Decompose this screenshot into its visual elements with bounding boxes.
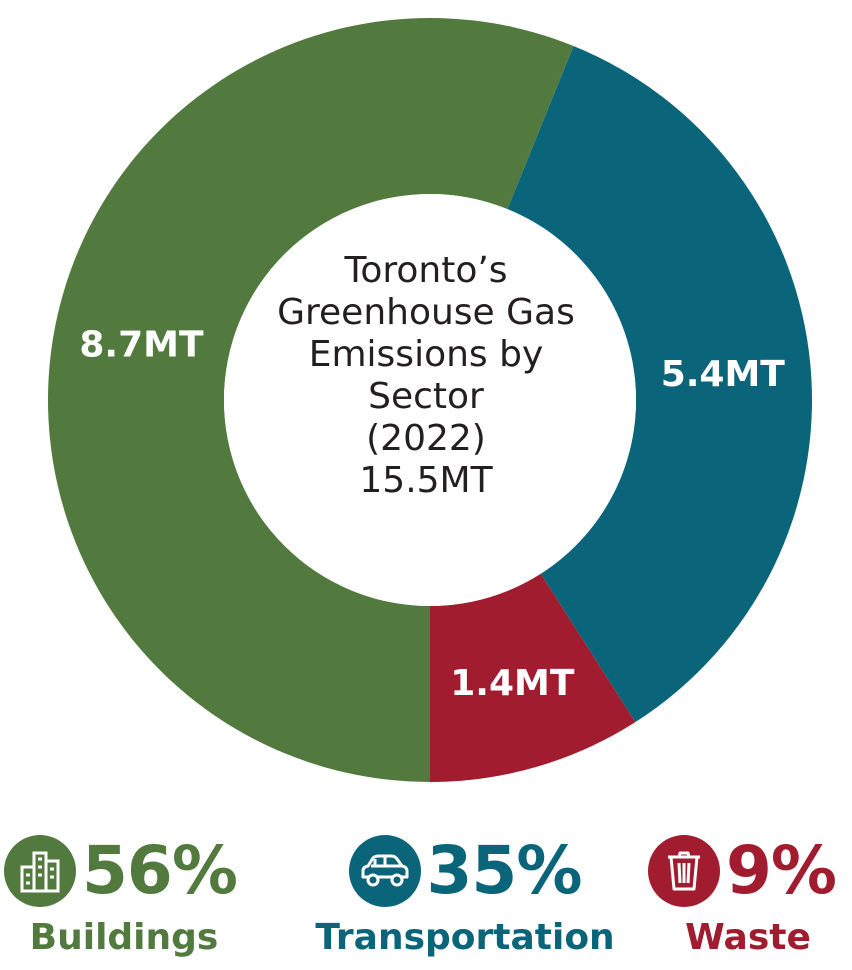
- legend-item-transportation: 35% Transportation: [300, 832, 630, 959]
- transportation-percent: 35%: [426, 832, 583, 909]
- legend-item-waste: 9% Waste: [648, 835, 848, 958]
- waste-label: Waste: [685, 917, 811, 958]
- donut-hole: [224, 194, 636, 606]
- trash-bin-icon: [648, 835, 720, 907]
- title-line: Toronto’s: [344, 250, 508, 291]
- slice-buildings: [48, 18, 574, 782]
- donut-chart: 5.4MT 1.4MT 8.7MT: [48, 18, 812, 782]
- slice-label-transportation: 5.4MT: [661, 354, 786, 395]
- slice-label-buildings: 8.7MT: [79, 325, 204, 366]
- legend: 56% Buildings 35% Transportation: [0, 835, 852, 970]
- slice-transportation: [507, 45, 812, 723]
- total-label: 15.5MT: [359, 460, 493, 501]
- title-line: (2022): [366, 418, 486, 459]
- buildings-percent: 56%: [82, 832, 238, 909]
- chart-title: Toronto’s Greenhouse Gas Emissions by Se…: [226, 250, 626, 502]
- slice-waste: [430, 573, 636, 782]
- waste-percent: 9%: [726, 832, 837, 909]
- legend-item-buildings: 56% Buildings: [4, 835, 264, 958]
- buildings-icon: [4, 835, 76, 907]
- buildings-label: Buildings: [29, 917, 219, 958]
- title-line: Greenhouse Gas: [277, 292, 575, 333]
- transportation-label: Transportation: [315, 917, 615, 958]
- slice-label-waste: 1.4MT: [450, 663, 575, 704]
- title-line: Sector: [368, 376, 484, 417]
- car-icon: [348, 835, 421, 907]
- title-line: Emissions by: [308, 334, 544, 375]
